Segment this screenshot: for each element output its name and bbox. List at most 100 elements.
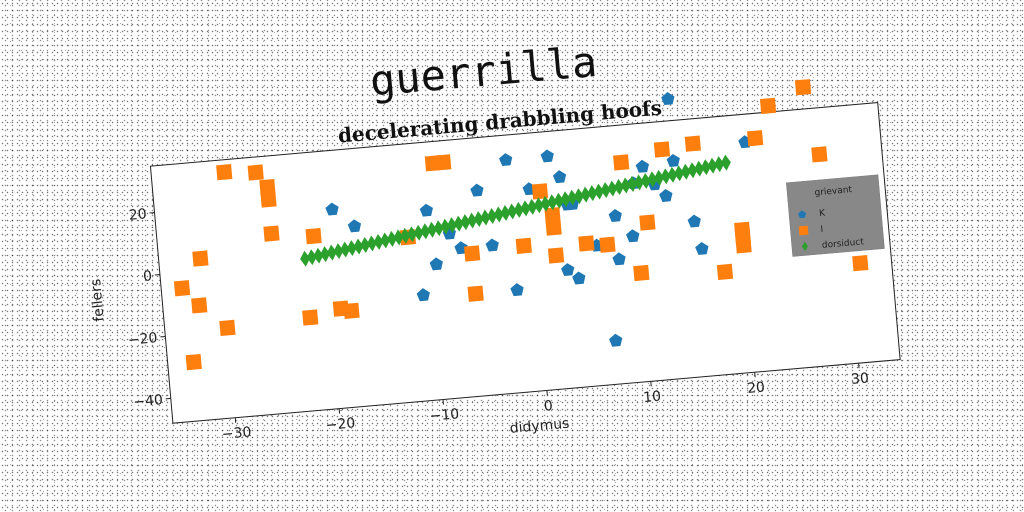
data-point xyxy=(216,164,233,181)
data-point xyxy=(313,247,324,264)
data-point xyxy=(609,333,623,347)
data-point xyxy=(173,280,191,297)
data-point xyxy=(552,170,567,184)
data-point xyxy=(393,229,404,246)
x-tick-label: 0 xyxy=(543,398,553,415)
data-point xyxy=(419,203,433,217)
data-point xyxy=(343,302,360,319)
data-point xyxy=(467,285,484,302)
data-point xyxy=(687,214,701,228)
data-point xyxy=(572,271,586,285)
y-tick-label: 0 xyxy=(142,268,152,285)
data-point xyxy=(470,183,484,197)
data-point xyxy=(714,156,725,173)
rotated-figure: guerrilla decelerating drabbling hoofs −… xyxy=(88,37,901,443)
data-point xyxy=(420,223,431,240)
data-point xyxy=(347,219,362,233)
series-I xyxy=(173,79,869,371)
data-point xyxy=(567,189,578,206)
data-point xyxy=(666,153,680,167)
data-point xyxy=(700,159,711,176)
data-point xyxy=(527,198,538,215)
legend-marker xyxy=(798,210,807,219)
data-point xyxy=(464,245,481,262)
data-point xyxy=(540,149,554,163)
x-tick-label: −10 xyxy=(429,406,460,425)
legend-title: grievant xyxy=(814,185,853,198)
data-point xyxy=(192,250,209,267)
data-point xyxy=(639,214,656,231)
data-point xyxy=(544,207,561,224)
data-point xyxy=(510,283,524,297)
data-point xyxy=(599,236,616,253)
data-point xyxy=(747,130,764,147)
x-tick-label: −30 xyxy=(221,424,252,443)
y-tick-label: −20 xyxy=(127,330,158,349)
data-point xyxy=(507,203,518,220)
data-point xyxy=(600,182,611,199)
data-point xyxy=(594,183,604,200)
data-point xyxy=(684,135,701,152)
data-point xyxy=(573,188,584,205)
data-point xyxy=(659,188,673,202)
data-point xyxy=(333,243,344,260)
data-point xyxy=(346,240,357,257)
legend-marker xyxy=(798,225,809,236)
legend-label: K xyxy=(819,208,827,219)
data-point xyxy=(340,241,351,258)
data-point xyxy=(759,97,777,115)
axis-ticks: −30 −20 −10 0 10 20 30 −40 −20 0 20 xyxy=(127,206,869,443)
data-point xyxy=(547,247,565,264)
data-point xyxy=(654,169,665,186)
data-point xyxy=(380,232,391,249)
data-point xyxy=(553,192,564,209)
data-point xyxy=(435,154,452,171)
data-point xyxy=(540,195,551,212)
plot-area xyxy=(149,101,901,424)
data-point xyxy=(580,186,591,203)
legend-box xyxy=(786,174,885,257)
data-point xyxy=(191,297,208,314)
data-point xyxy=(794,79,812,96)
x-axis-label: didymus xyxy=(509,416,570,437)
data-point xyxy=(353,238,364,255)
data-point xyxy=(720,154,731,171)
legend-marker xyxy=(801,241,808,252)
data-point xyxy=(306,249,317,266)
data-point xyxy=(578,235,595,252)
data-point xyxy=(627,175,638,192)
data-point xyxy=(620,177,631,194)
data-point xyxy=(259,178,276,196)
data-point xyxy=(300,250,311,267)
data-point xyxy=(400,227,411,244)
x-tick-label: −20 xyxy=(325,415,356,434)
data-point xyxy=(680,163,691,180)
data-point xyxy=(607,180,618,197)
data-point xyxy=(687,162,698,179)
data-point xyxy=(440,218,451,235)
data-point xyxy=(694,160,705,177)
data-point xyxy=(561,263,575,277)
data-point xyxy=(454,241,468,255)
data-point xyxy=(633,264,650,282)
data-point xyxy=(626,229,640,243)
data-point xyxy=(513,201,524,218)
data-point xyxy=(661,92,675,106)
data-point xyxy=(520,200,531,217)
data-point xyxy=(460,214,471,231)
data-point xyxy=(360,237,371,253)
y-axis-label: fellers xyxy=(88,278,108,322)
data-marks xyxy=(173,79,869,371)
data-point xyxy=(613,154,630,171)
data-point xyxy=(485,238,499,252)
x-tick-label: 10 xyxy=(643,389,662,406)
data-point xyxy=(260,191,277,208)
data-point xyxy=(480,209,491,226)
data-point xyxy=(302,309,319,326)
series-dorsiduct xyxy=(300,154,731,267)
data-point xyxy=(533,197,544,214)
legend-label: dorsiduct xyxy=(822,237,865,251)
data-point xyxy=(674,165,685,182)
